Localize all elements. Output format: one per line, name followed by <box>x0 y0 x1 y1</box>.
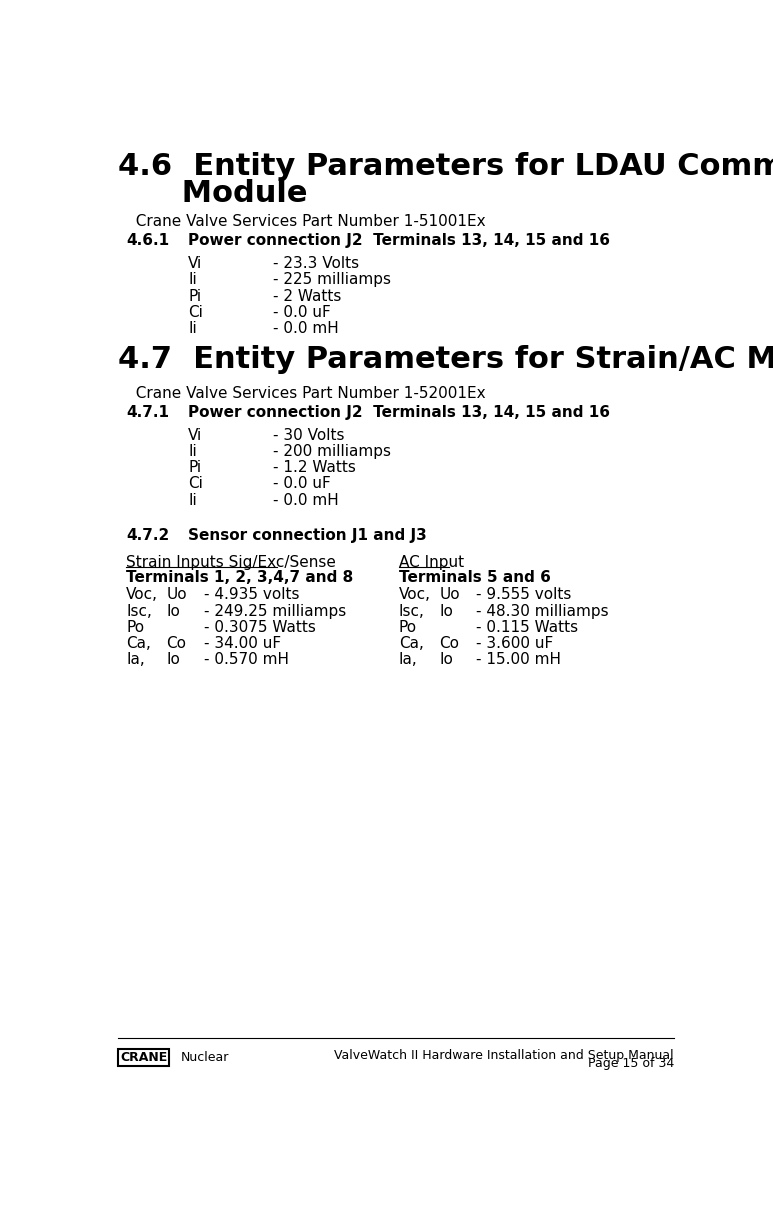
Text: Power connection J2  Terminals 13, 14, 15 and 16: Power connection J2 Terminals 13, 14, 15… <box>188 404 610 420</box>
Text: AC Input: AC Input <box>399 555 464 570</box>
Text: - 0.115 Watts: - 0.115 Watts <box>476 620 578 635</box>
Text: - 0.0 uF: - 0.0 uF <box>274 476 331 492</box>
Text: - 1.2 Watts: - 1.2 Watts <box>274 460 356 475</box>
Text: Terminals 1, 2, 3,4,7 and 8: Terminals 1, 2, 3,4,7 and 8 <box>126 570 353 586</box>
Text: - 249.25 milliamps: - 249.25 milliamps <box>203 604 346 619</box>
Text: Sensor connection J1 and J3: Sensor connection J1 and J3 <box>188 529 427 543</box>
Text: Pi: Pi <box>188 289 201 303</box>
Text: 4.6.1: 4.6.1 <box>126 233 169 248</box>
Text: - 0.0 mH: - 0.0 mH <box>274 322 339 336</box>
Text: Ia,: Ia, <box>399 652 417 667</box>
Text: Ii: Ii <box>188 322 197 336</box>
Text: 4.7  Entity Parameters for Strain/AC Module: 4.7 Entity Parameters for Strain/AC Modu… <box>118 345 773 374</box>
Text: Ia,: Ia, <box>126 652 145 667</box>
Text: Io: Io <box>166 604 180 619</box>
Text: Terminals 5 and 6: Terminals 5 and 6 <box>399 570 550 586</box>
Text: Io: Io <box>166 652 180 667</box>
Text: Voc,: Voc, <box>399 587 431 603</box>
Text: Io: Io <box>439 604 453 619</box>
Text: - 0.0 uF: - 0.0 uF <box>274 304 331 320</box>
Text: - 0.3075 Watts: - 0.3075 Watts <box>203 620 315 635</box>
Text: - 34.00 uF: - 34.00 uF <box>203 636 281 650</box>
Text: 4.6  Entity Parameters for LDAU Communications: 4.6 Entity Parameters for LDAU Communica… <box>118 152 773 181</box>
Text: - 9.555 volts: - 9.555 volts <box>476 587 572 603</box>
Text: - 3.600 uF: - 3.600 uF <box>476 636 553 650</box>
FancyBboxPatch shape <box>118 1049 169 1066</box>
Text: Nuclear: Nuclear <box>180 1051 229 1063</box>
Text: ValveWatch II Hardware Installation and Setup Manual: ValveWatch II Hardware Installation and … <box>335 1049 674 1062</box>
Text: Ca,: Ca, <box>126 636 151 650</box>
Text: - 0.570 mH: - 0.570 mH <box>203 652 288 667</box>
Text: Vi: Vi <box>188 256 203 272</box>
Text: Crane Valve Services Part Number 1-52001Ex: Crane Valve Services Part Number 1-52001… <box>126 386 485 401</box>
Text: 4.7.1: 4.7.1 <box>126 404 169 420</box>
Text: - 225 milliamps: - 225 milliamps <box>274 273 391 287</box>
Text: Po: Po <box>126 620 145 635</box>
Text: Co: Co <box>166 636 186 650</box>
Text: - 0.0 mH: - 0.0 mH <box>274 492 339 508</box>
Text: - 48.30 milliamps: - 48.30 milliamps <box>476 604 609 619</box>
Text: - 200 milliamps: - 200 milliamps <box>274 445 391 459</box>
Text: Vi: Vi <box>188 428 203 443</box>
Text: - 23.3 Volts: - 23.3 Volts <box>274 256 359 272</box>
Text: Pi: Pi <box>188 460 201 475</box>
Text: Ii: Ii <box>188 273 197 287</box>
Text: Ii: Ii <box>188 445 197 459</box>
Text: Co: Co <box>439 636 459 650</box>
Text: Module: Module <box>118 179 308 207</box>
Text: Ca,: Ca, <box>399 636 424 650</box>
Text: Crane Valve Services Part Number 1-51001Ex: Crane Valve Services Part Number 1-51001… <box>126 214 485 229</box>
Text: Uo: Uo <box>166 587 187 603</box>
Text: Po: Po <box>399 620 417 635</box>
Text: Io: Io <box>439 652 453 667</box>
Text: CRANE: CRANE <box>120 1051 167 1063</box>
Text: - 30 Volts: - 30 Volts <box>274 428 345 443</box>
Text: Page 15 of 34: Page 15 of 34 <box>587 1057 674 1071</box>
Text: Power connection J2  Terminals 13, 14, 15 and 16: Power connection J2 Terminals 13, 14, 15… <box>188 233 610 248</box>
Text: Ci: Ci <box>188 304 203 320</box>
Text: Ci: Ci <box>188 476 203 492</box>
Text: Uo: Uo <box>439 587 460 603</box>
Text: Strain Inputs Sig/Exc/Sense: Strain Inputs Sig/Exc/Sense <box>126 555 336 570</box>
Text: Isc,: Isc, <box>126 604 152 619</box>
Text: Voc,: Voc, <box>126 587 158 603</box>
Text: - 2 Watts: - 2 Watts <box>274 289 342 303</box>
Text: - 4.935 volts: - 4.935 volts <box>203 587 299 603</box>
Text: Isc,: Isc, <box>399 604 424 619</box>
Text: - 15.00 mH: - 15.00 mH <box>476 652 561 667</box>
Text: 4.7.2: 4.7.2 <box>126 529 169 543</box>
Text: Ii: Ii <box>188 492 197 508</box>
